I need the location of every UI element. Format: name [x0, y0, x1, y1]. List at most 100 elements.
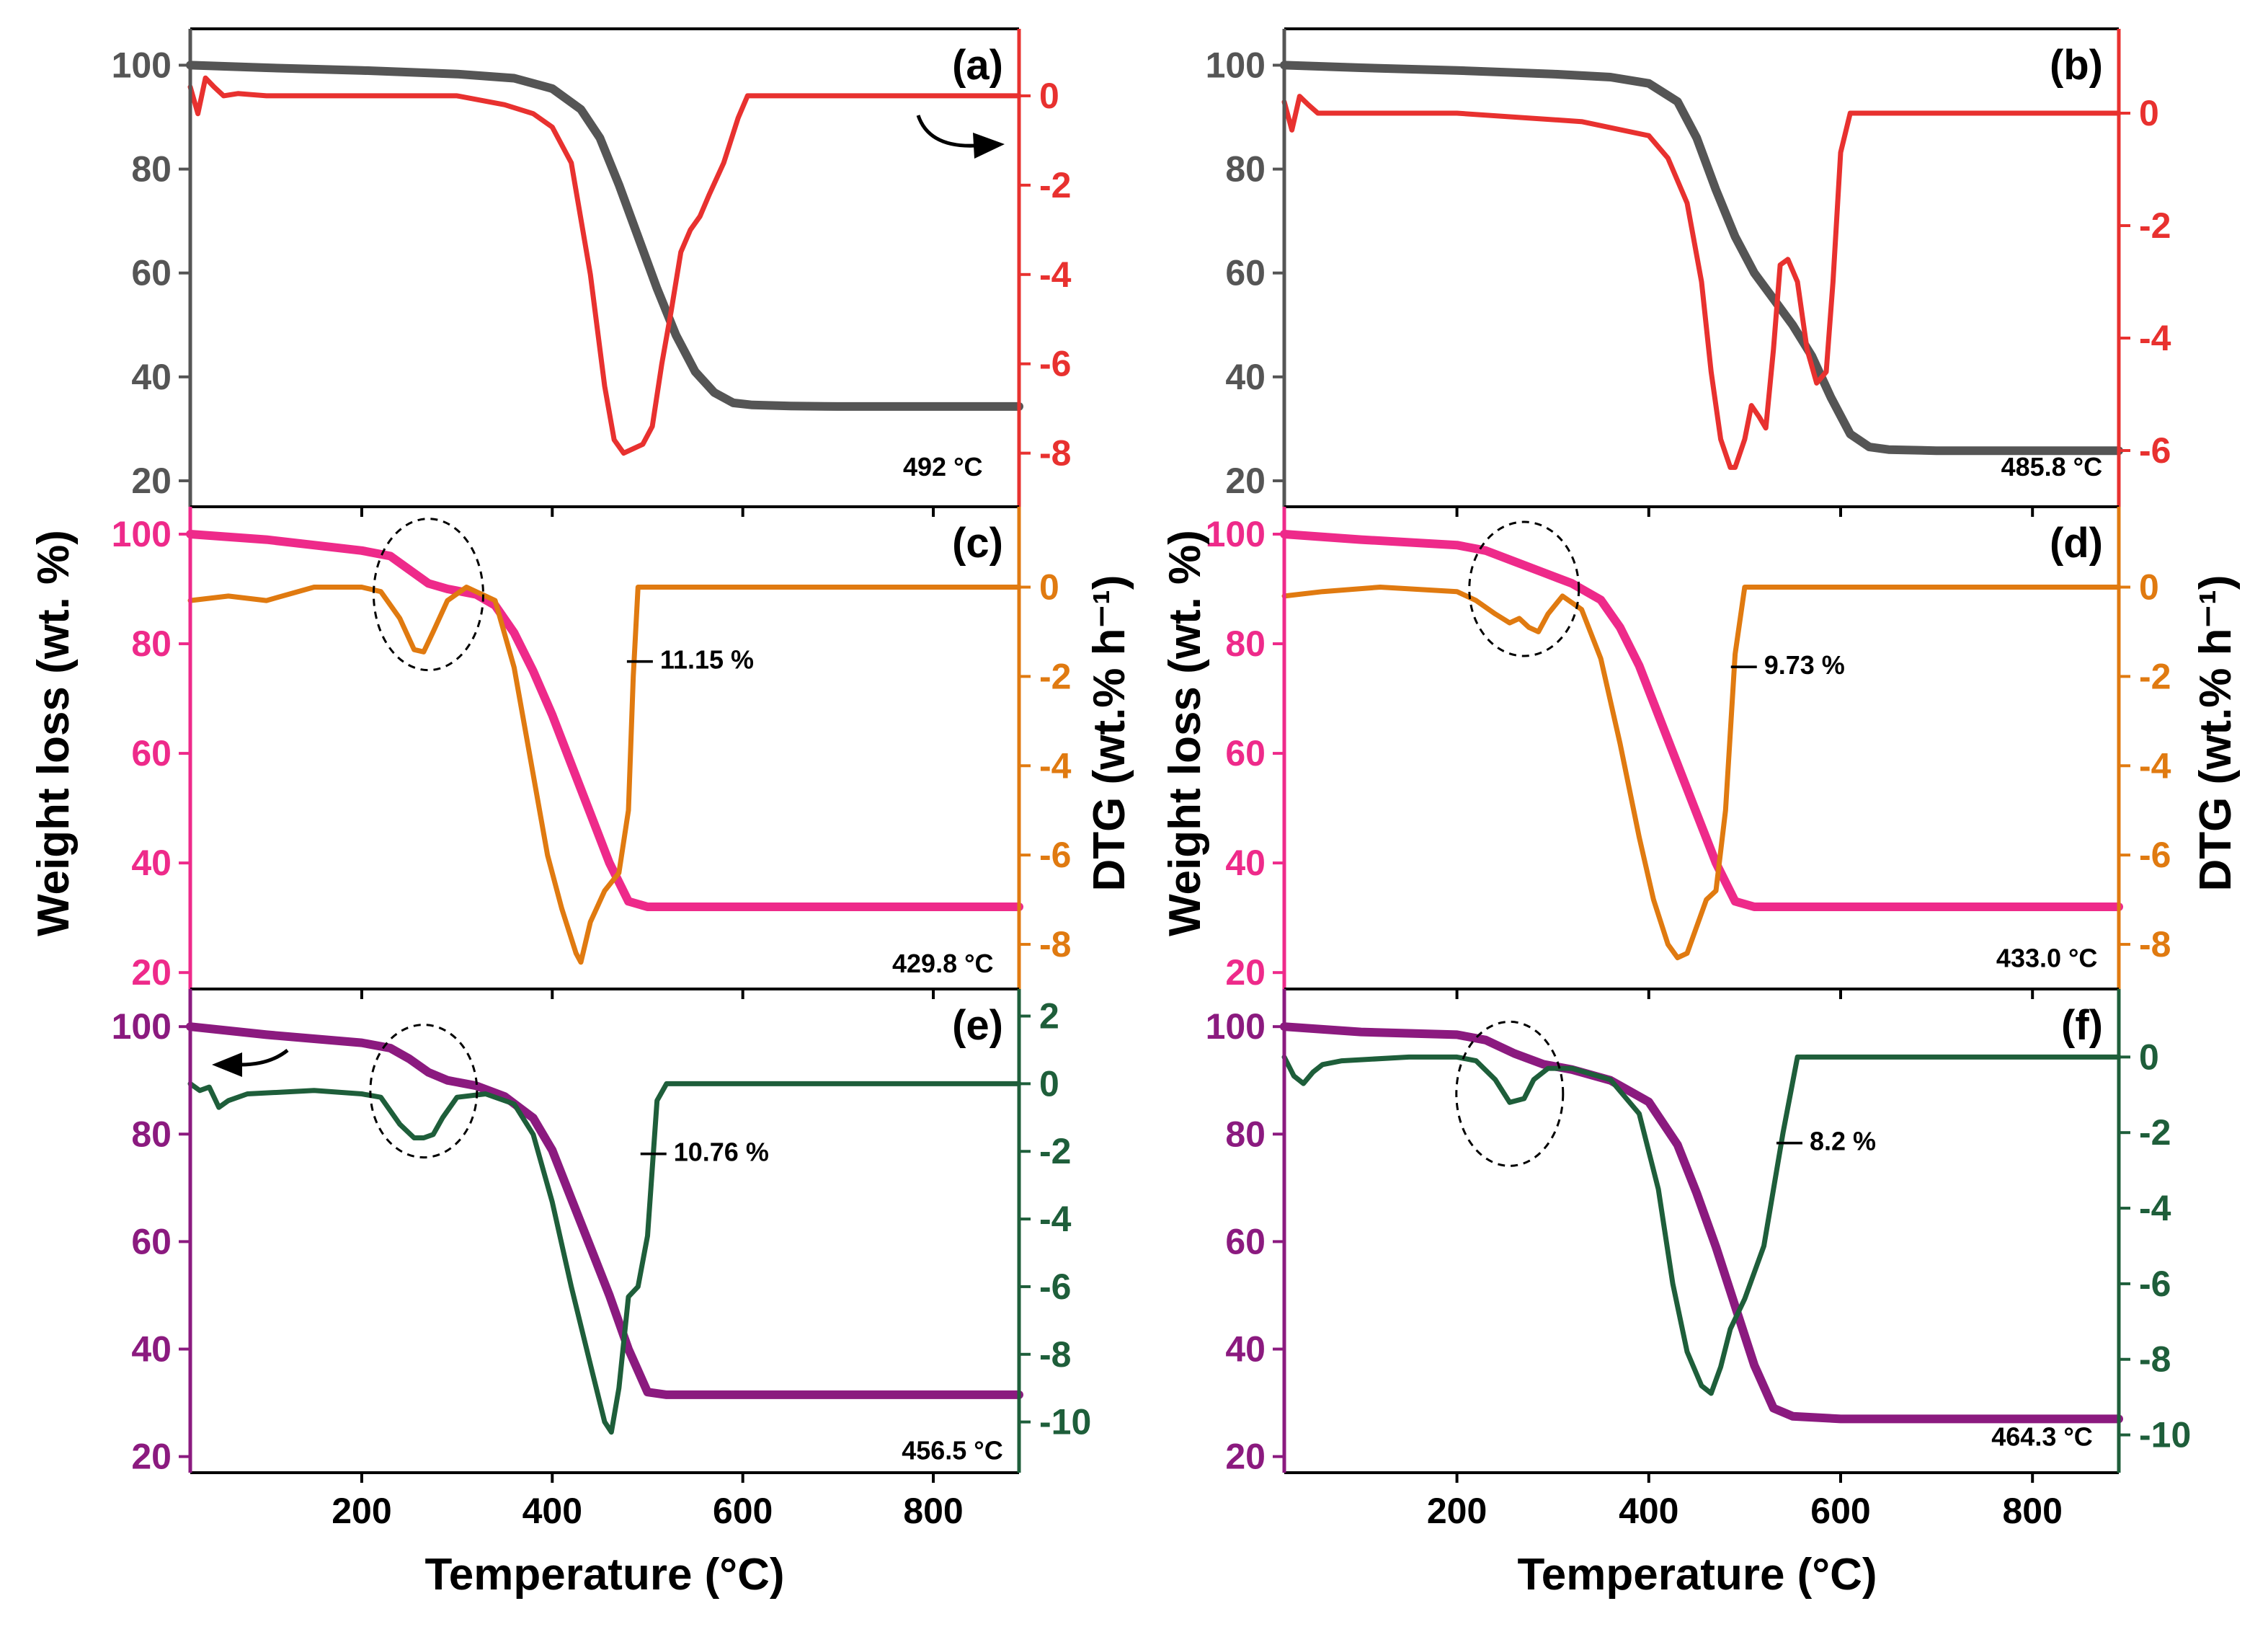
y-right-tick-label: -8	[1039, 924, 1071, 964]
panel-label: (e)	[952, 1002, 1003, 1049]
y-left-tick-label: 80	[131, 1114, 172, 1154]
weight-loss-curve-a	[186, 61, 1023, 411]
x-tick-label: 200	[1427, 1491, 1487, 1531]
y-left-tick-label: 20	[131, 952, 172, 993]
panel-label: (c)	[952, 520, 1003, 567]
panel-label: (a)	[952, 42, 1003, 89]
dtg-curve-e	[187, 1081, 1022, 1435]
dtg-curve-a	[187, 75, 1022, 456]
mass-loss-ellipse	[1468, 520, 1580, 657]
panel-f: 20 40 60 80 100 0 -2 -4 -6 -8 -10 200 400 600 800 (f) — …	[1206, 988, 2191, 1531]
x-tick-label: 600	[713, 1491, 773, 1531]
y-right-tick-label: -10	[1039, 1402, 1091, 1442]
y-right-tick-label: -2	[2139, 205, 2171, 246]
annotation-label: 485.8 °C	[2001, 452, 2102, 482]
arrow-to-right-axis	[916, 115, 977, 148]
x-tick-label: 800	[2002, 1491, 2062, 1531]
annotation-label: — 9.73 %	[1731, 650, 1845, 680]
weight-loss-curve-e	[186, 1022, 1023, 1399]
y-left-tick-label: 80	[1225, 149, 1266, 190]
y-right-tick-label: -6	[2139, 835, 2171, 875]
y-right-tick-label: 0	[1039, 567, 1059, 608]
panel-label: (f)	[2061, 1002, 2103, 1049]
arrow-head	[973, 133, 1005, 159]
y-right-tick-label: -8	[1039, 1334, 1071, 1375]
annotation-label: — 8.2 %	[1776, 1127, 1876, 1156]
y-right-tick-label: -4	[1039, 1199, 1072, 1239]
y-right-tick-label: -8	[2139, 924, 2171, 964]
x-tick-label: 400	[522, 1491, 582, 1531]
annotation-label: — 11.15 %	[627, 644, 754, 674]
annotation-label: 433.0 °C	[1996, 944, 2097, 973]
y-right-tick-label: -4	[2139, 745, 2171, 786]
mass-loss-ellipse	[1455, 1020, 1565, 1167]
dtg-curve-d	[1281, 585, 2122, 961]
y-left-tick-label: 100	[112, 45, 172, 85]
y-left-tick-label: 60	[131, 733, 172, 773]
y-right-tick-label: -2	[1039, 1131, 1071, 1171]
y-left-tick-label: 100	[112, 514, 172, 554]
y-right-tick-label: 0	[1039, 76, 1059, 116]
y-left-tick-label: 60	[1225, 1221, 1266, 1261]
panel-label: (d)	[2050, 520, 2103, 567]
panel-c: 20 40 60 80 100 0 -2 -4 -6 -8 (c) — 11.15 % 429.8 °C	[112, 505, 1072, 999]
y2-axis-title-left-column: DTG (wt.% h⁻¹)	[1085, 575, 1134, 891]
y-right-tick-label: -8	[2139, 1339, 2171, 1380]
y-left-tick-label: 20	[1225, 952, 1266, 993]
y-right-tick-label: -10	[2139, 1415, 2191, 1455]
y-right-tick-label: -6	[1039, 344, 1071, 384]
y-right-tick-label: 0	[2139, 93, 2159, 133]
y-left-tick-label: 40	[1225, 843, 1266, 883]
x-tick-label: 600	[1810, 1491, 1870, 1531]
annotation-label: 464.3 °C	[1991, 1422, 2092, 1452]
y-left-tick-label: 20	[131, 1437, 172, 1477]
x-tick-label: 200	[332, 1491, 391, 1531]
y-right-tick-label: 0	[2139, 1037, 2159, 1077]
y-right-tick-label: -4	[1039, 745, 1072, 786]
y-right-tick-label: -4	[2139, 1188, 2171, 1228]
y-left-tick-label: 60	[1225, 253, 1266, 293]
weight-loss-curve-c	[186, 530, 1023, 911]
y-left-tick-label: 80	[131, 149, 172, 190]
y-right-tick-label: -4	[1039, 254, 1072, 295]
y-left-tick-label: 100	[112, 1006, 172, 1047]
y-right-tick-label: -6	[2139, 1264, 2171, 1304]
y-left-tick-label: 80	[1225, 1114, 1266, 1154]
x-tick-label: 800	[903, 1491, 963, 1531]
weight-loss-curve-f	[1280, 1022, 2123, 1424]
y-left-tick-label: 60	[131, 253, 172, 293]
y-right-tick-label: 0	[1039, 1063, 1059, 1104]
y-right-tick-label: -2	[2139, 1112, 2171, 1153]
y-right-tick-label: -6	[1039, 835, 1071, 875]
y-axis-title-left-column: Weight loss (wt. %)	[29, 530, 79, 936]
y-left-tick-label: 40	[131, 357, 172, 397]
y-left-tick-label: 20	[1225, 461, 1266, 501]
x-tick-label: 400	[1619, 1491, 1678, 1531]
y-left-tick-label: 40	[131, 843, 172, 883]
mass-loss-ellipse	[372, 518, 484, 672]
dtg-curve-b	[1281, 94, 2122, 470]
y-left-tick-label: 40	[1225, 357, 1266, 397]
dtg-curve-f	[1281, 1054, 2122, 1396]
y-left-tick-label: 100	[1206, 45, 1266, 85]
annotation-label: 429.8 °C	[892, 949, 993, 978]
y-right-tick-label: -6	[1039, 1267, 1071, 1307]
y-right-tick-label: -2	[1039, 165, 1071, 205]
y-left-tick-label: 80	[131, 624, 172, 664]
y-left-tick-label: 40	[131, 1329, 172, 1370]
weight-loss-curve-b	[1280, 61, 2123, 456]
annotation-label: 456.5 °C	[902, 1435, 1002, 1465]
annotation-label: — 10.76 %	[641, 1137, 769, 1167]
y-left-tick-label: 20	[1225, 1437, 1266, 1477]
panel-a: 20 40 60 80 100 0 -2 -4 -6 -8 (a) 492 °C	[112, 27, 1072, 517]
arrow-to-left-axis	[240, 1049, 289, 1067]
arrow-head	[212, 1052, 242, 1077]
y-right-tick-label: -2	[2139, 656, 2171, 696]
panel-label: (b)	[2050, 42, 2103, 89]
y-right-tick-label: -2	[1039, 656, 1071, 696]
y-left-tick-label: 100	[1206, 514, 1266, 554]
y-left-tick-label: 100	[1206, 1006, 1266, 1047]
